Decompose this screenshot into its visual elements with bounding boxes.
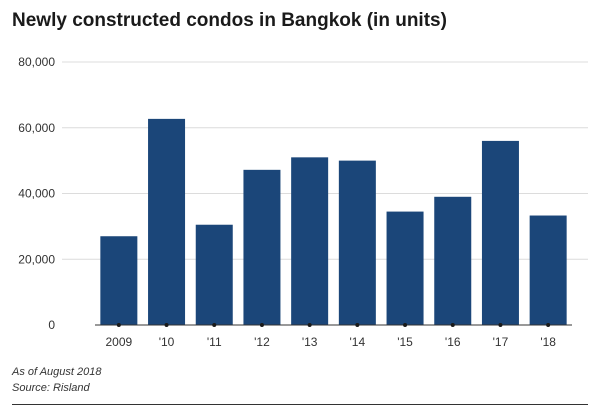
x-tick-label: '16	[445, 335, 461, 349]
x-axis-tick-labels: 2009 '10 '11 '12 '13 '14 '15 '16 '17 '18	[105, 335, 556, 349]
bar	[195, 224, 233, 325]
x-tick-label: '12	[254, 335, 270, 349]
bars	[100, 118, 567, 325]
x-tick-label: '15	[397, 335, 413, 349]
bar	[529, 215, 567, 325]
bar	[100, 236, 138, 325]
x-tick-label: '13	[302, 335, 318, 349]
y-tick-label: 80,000	[18, 55, 55, 69]
x-tick-label: '17	[493, 335, 509, 349]
x-tick-mark	[212, 323, 217, 327]
x-tick-mark	[403, 323, 408, 327]
x-tick-mark	[116, 323, 121, 327]
x-tick-mark	[355, 323, 360, 327]
x-tick-label: '10	[159, 335, 175, 349]
x-tick-label: '14	[350, 335, 366, 349]
x-tick-label: '11	[207, 335, 222, 349]
as-of-note: As of August 2018	[12, 366, 102, 378]
y-tick-label: 60,000	[18, 121, 55, 135]
x-tick-mark	[498, 323, 503, 327]
y-axis-tick-labels: 0 20,000 40,000 60,000 80,000	[18, 55, 55, 332]
bottom-divider	[12, 404, 588, 405]
x-axis	[95, 323, 572, 327]
y-tick-label: 40,000	[18, 187, 55, 201]
bar	[338, 160, 376, 325]
x-tick-label: 2009	[105, 335, 132, 349]
x-tick-mark	[164, 323, 169, 327]
x-tick-mark	[546, 323, 551, 327]
bar	[243, 169, 281, 325]
bar	[434, 196, 472, 325]
bar	[148, 118, 186, 325]
y-tick-label: 20,000	[18, 252, 55, 266]
bar	[291, 157, 329, 325]
source-note: Source: Risland	[12, 382, 90, 394]
bar	[481, 140, 519, 325]
x-tick-mark	[450, 323, 455, 327]
x-tick-mark	[307, 323, 312, 327]
chart-title: Newly constructed condos in Bangkok (in …	[12, 10, 447, 31]
x-tick-label: '18	[540, 335, 556, 349]
bar	[386, 211, 424, 325]
x-tick-mark	[259, 323, 264, 327]
y-tick-label: 0	[48, 318, 55, 332]
